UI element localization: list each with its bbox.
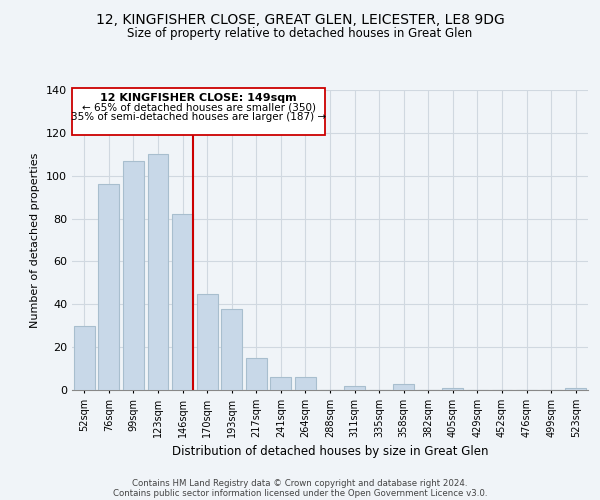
Bar — [271, 377, 292, 390]
Text: 12, KINGFISHER CLOSE, GREAT GLEN, LEICESTER, LE8 9DG: 12, KINGFISHER CLOSE, GREAT GLEN, LEICES… — [95, 12, 505, 26]
Text: Size of property relative to detached houses in Great Glen: Size of property relative to detached ho… — [127, 28, 473, 40]
Bar — [172, 214, 193, 390]
Y-axis label: Number of detached properties: Number of detached properties — [31, 152, 40, 328]
Text: 12 KINGFISHER CLOSE: 149sqm: 12 KINGFISHER CLOSE: 149sqm — [100, 93, 297, 103]
Bar — [221, 308, 242, 390]
Bar — [393, 384, 414, 390]
Bar — [123, 160, 144, 390]
Text: Contains HM Land Registry data © Crown copyright and database right 2024.: Contains HM Land Registry data © Crown c… — [132, 478, 468, 488]
Bar — [74, 326, 95, 390]
Bar — [197, 294, 218, 390]
Bar — [98, 184, 119, 390]
Bar — [148, 154, 169, 390]
Bar — [295, 377, 316, 390]
Text: ← 65% of detached houses are smaller (350): ← 65% of detached houses are smaller (35… — [82, 103, 316, 113]
FancyBboxPatch shape — [72, 88, 325, 135]
X-axis label: Distribution of detached houses by size in Great Glen: Distribution of detached houses by size … — [172, 446, 488, 458]
Text: 35% of semi-detached houses are larger (187) →: 35% of semi-detached houses are larger (… — [71, 112, 326, 122]
Bar — [246, 358, 267, 390]
Bar — [344, 386, 365, 390]
Text: Contains public sector information licensed under the Open Government Licence v3: Contains public sector information licen… — [113, 488, 487, 498]
Bar — [565, 388, 586, 390]
Bar — [442, 388, 463, 390]
